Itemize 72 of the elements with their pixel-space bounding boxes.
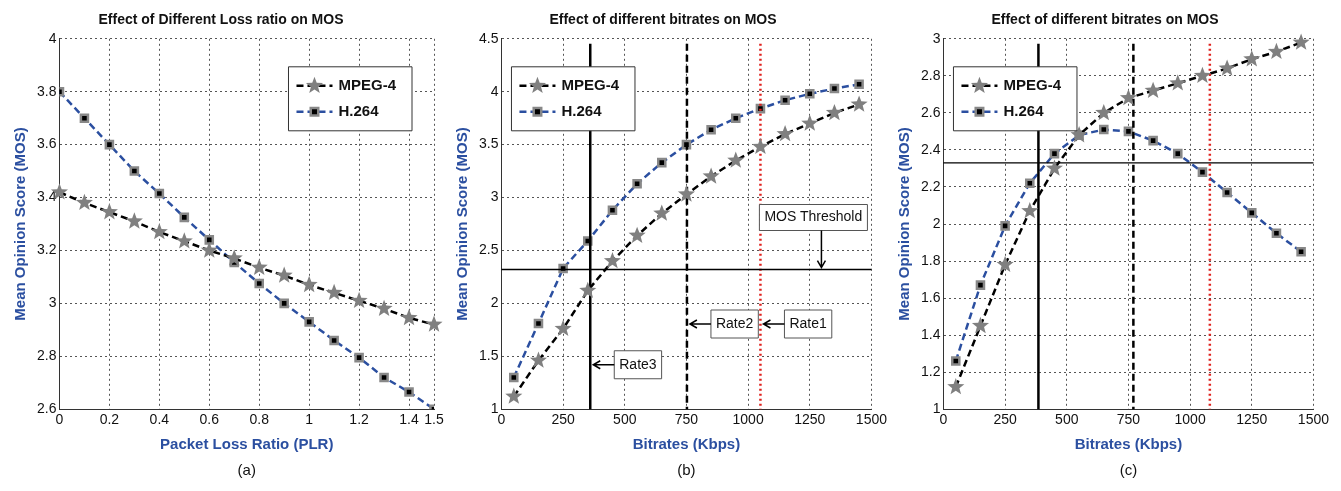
- x-tick-label: 250: [551, 411, 576, 428]
- x-tick-label: 1.4: [399, 411, 419, 428]
- x-tick-label: 0.2: [99, 411, 120, 428]
- legend-label: MPEG-4: [338, 75, 397, 93]
- y-tick-label: 2.6: [36, 400, 57, 417]
- y-tick-label: 2.4: [920, 140, 941, 157]
- y-tick-label: 1.4: [920, 325, 941, 342]
- x-tick-label: 1500: [1297, 411, 1330, 428]
- y-tick-label: 2.8: [36, 347, 57, 364]
- chart-title: Effect of Different Loss ratio on MOS: [98, 11, 344, 28]
- x-tick-label: 1000: [1174, 411, 1206, 428]
- y-axis-title: Mean Opinion Score (MOS): [453, 127, 471, 321]
- x-tick-label: 500: [613, 411, 637, 428]
- y-tick-label: 3.6: [36, 135, 57, 152]
- x-tick-label: 250: [993, 411, 1018, 428]
- y-tick-label: 3.2: [36, 241, 57, 258]
- y-tick-label: 3.4: [36, 188, 57, 205]
- y-tick-label: 3: [48, 294, 57, 311]
- ref-line-label: Rate2: [715, 314, 754, 331]
- x-tick-label: 750: [674, 411, 699, 428]
- y-tick-label: 1.8: [920, 251, 941, 268]
- ref-line-label: MOS Threshold: [764, 208, 863, 225]
- y-tick-label: 1: [490, 400, 499, 417]
- x-axis-title: Packet Loss Ratio (PLR): [160, 435, 334, 453]
- chart-title: Effect of different bitrates on MOS: [549, 11, 777, 28]
- y-tick-label: 1: [932, 400, 941, 417]
- legend-label: H.264: [1003, 101, 1045, 119]
- x-tick-label: 0.8: [249, 411, 270, 428]
- legend-label: H.264: [561, 101, 603, 119]
- x-tick-label: 0: [497, 411, 506, 428]
- y-tick-label: 4: [490, 82, 499, 99]
- y-tick-label: 1.2: [920, 363, 941, 380]
- text: (c): [1119, 460, 1138, 478]
- x-tick-label: 0.6: [199, 411, 220, 428]
- y-tick-label: 3: [932, 29, 941, 46]
- y-tick-label: 1.6: [920, 288, 941, 305]
- y-tick-label: 3.8: [36, 82, 57, 99]
- y-tick-label: 4.5: [478, 29, 499, 46]
- text: (a): [237, 460, 256, 478]
- text: (b): [677, 460, 696, 478]
- legend-label: H.264: [338, 101, 380, 119]
- ref-line-label: Rate3: [619, 355, 657, 372]
- x-tick-label: 1250: [794, 411, 826, 428]
- x-tick-label: 0: [55, 411, 64, 428]
- x-tick-label: 0.4: [149, 411, 170, 428]
- ref-line-label: Rate1: [789, 314, 828, 331]
- x-tick-label: 1500: [855, 411, 888, 428]
- y-tick-label: 2.5: [478, 241, 499, 258]
- x-tick-label: 1.2: [349, 411, 370, 428]
- y-tick-label: 3: [490, 188, 499, 205]
- x-tick-label: 1.5: [424, 411, 444, 428]
- y-tick-label: 1.5: [478, 347, 499, 364]
- y-tick-label: 2.2: [920, 177, 941, 194]
- x-axis-title: Bitrates (Kbps): [1074, 435, 1183, 453]
- legend-label: MPEG-4: [561, 75, 620, 93]
- x-tick-label: 1250: [1236, 411, 1268, 428]
- y-tick-label: 2: [490, 294, 499, 311]
- y-tick-label: 4: [48, 29, 57, 46]
- x-tick-label: 750: [1116, 411, 1141, 428]
- y-tick-label: 2.6: [920, 103, 941, 120]
- chart-title: Effect of different bitrates on MOS: [991, 11, 1219, 28]
- x-tick-label: 500: [1055, 411, 1079, 428]
- y-tick-label: 3.5: [478, 135, 499, 152]
- y-tick-label: 2.8: [920, 66, 941, 83]
- x-tick-label: 1: [305, 411, 314, 428]
- y-tick-label: 2: [932, 214, 941, 231]
- y-axis-title: Mean Opinion Score (MOS): [895, 127, 913, 321]
- legend-label: MPEG-4: [1003, 75, 1062, 93]
- x-tick-label: 0: [939, 411, 948, 428]
- y-axis-title: Mean Opinion Score (MOS): [11, 127, 29, 321]
- x-tick-label: 1000: [732, 411, 764, 428]
- x-axis-title: Bitrates (Kbps): [632, 435, 741, 453]
